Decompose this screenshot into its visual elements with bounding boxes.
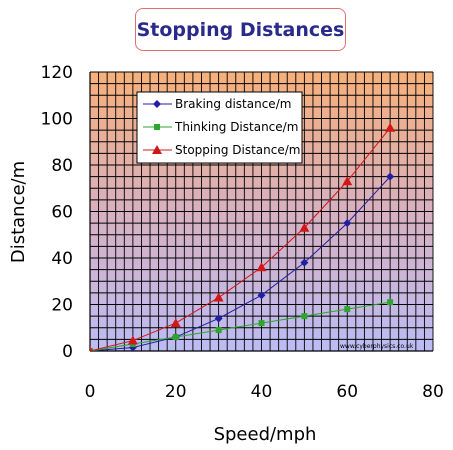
data-point bbox=[386, 172, 395, 181]
y-tick-label: 40 bbox=[51, 249, 73, 269]
legend-label: Stopping Distance/m bbox=[175, 143, 300, 157]
series-line bbox=[90, 176, 391, 351]
data-point bbox=[128, 343, 137, 351]
data-point bbox=[127, 335, 138, 345]
y-axis-label: Distance/m bbox=[8, 160, 29, 264]
axes bbox=[89, 72, 433, 352]
data-point bbox=[387, 299, 394, 306]
legend-label: Thinking Distance/m bbox=[174, 120, 298, 134]
data-point bbox=[90, 346, 93, 351]
legend-label: Braking distance/m bbox=[175, 97, 291, 111]
data-point bbox=[213, 292, 224, 302]
data-point bbox=[256, 262, 267, 272]
data-point bbox=[214, 314, 223, 323]
chart-title: Stopping Distances bbox=[136, 18, 345, 41]
series-line bbox=[90, 301, 391, 351]
data-point bbox=[257, 291, 266, 300]
legend: Braking distance/m Thinking Distance/m Sto… bbox=[136, 91, 303, 164]
x-axis-label: Speed/mph bbox=[213, 424, 317, 445]
data-point bbox=[152, 145, 162, 154]
data-point bbox=[300, 258, 309, 267]
y-tick-label: 100 bbox=[41, 110, 73, 130]
tick-labels: 0 20 40 60 80 0 20 40 60 80 100 120 bbox=[41, 63, 444, 402]
data-point bbox=[172, 334, 179, 341]
y-tick-label: 120 bbox=[41, 63, 73, 83]
data-point bbox=[301, 313, 308, 320]
data-point bbox=[299, 222, 310, 232]
series-layer bbox=[90, 122, 396, 351]
data-point bbox=[342, 176, 353, 186]
x-tick-label: 0 bbox=[85, 382, 96, 402]
data-point bbox=[154, 124, 160, 130]
x-tick-label: 40 bbox=[251, 382, 273, 402]
data-point bbox=[153, 100, 161, 108]
series-line bbox=[90, 127, 391, 351]
data-point bbox=[344, 306, 351, 313]
y-tick-label: 20 bbox=[51, 296, 73, 316]
data-point bbox=[170, 318, 181, 328]
data-point bbox=[258, 320, 265, 327]
credit-text: www.cyberphysics.co.uk bbox=[340, 343, 414, 350]
y-tick-label: 0 bbox=[62, 342, 73, 362]
x-tick-label: 60 bbox=[336, 382, 358, 402]
data-point bbox=[343, 219, 352, 228]
data-point bbox=[385, 122, 396, 132]
chart-title-box: Stopping Distances bbox=[135, 8, 346, 51]
x-tick-label: 20 bbox=[165, 382, 187, 402]
y-tick-label: 60 bbox=[51, 203, 73, 223]
data-point bbox=[215, 327, 222, 334]
x-tick-label: 80 bbox=[422, 382, 444, 402]
y-tick-label: 80 bbox=[51, 156, 73, 176]
